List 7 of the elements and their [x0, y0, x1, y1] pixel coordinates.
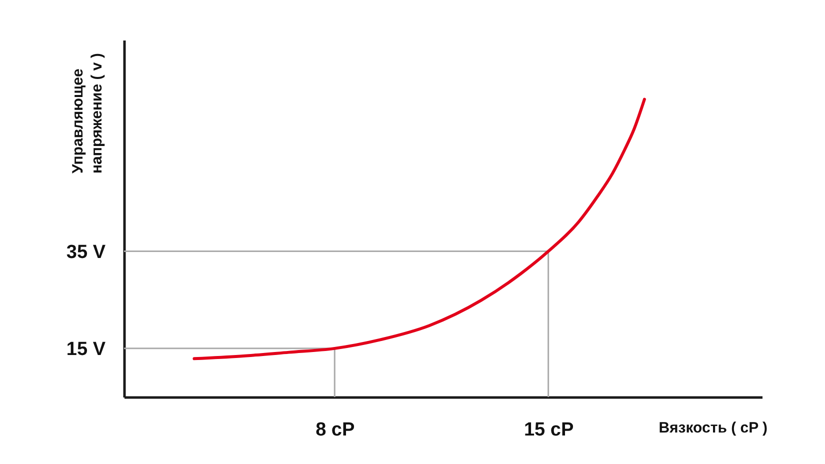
- y-tick-label: 15 V: [66, 338, 106, 360]
- y-axis-title: Управляющее напряжение ( v ): [70, 53, 106, 174]
- x-axis-title: Вязкость ( cP ): [658, 420, 768, 436]
- x-tick-label: 8 cP: [316, 420, 355, 440]
- y-tick-label: 35 V: [66, 242, 106, 263]
- line-series: [192, 98, 646, 360]
- x-tick-label: 15 cP: [524, 420, 574, 440]
